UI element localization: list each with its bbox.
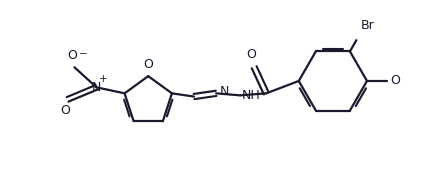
Text: N: N — [92, 81, 101, 94]
Text: O: O — [143, 58, 153, 71]
Text: N: N — [220, 85, 229, 98]
Text: Br: Br — [360, 19, 374, 32]
Text: +: + — [99, 74, 108, 84]
Text: NH: NH — [242, 89, 261, 102]
Text: −: − — [79, 49, 88, 59]
Text: O: O — [390, 74, 400, 88]
Text: O: O — [246, 48, 256, 61]
Text: O: O — [61, 104, 71, 117]
Text: O: O — [67, 50, 77, 62]
